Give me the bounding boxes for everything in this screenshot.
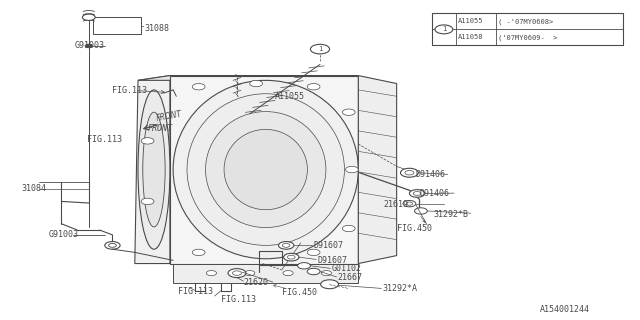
Polygon shape bbox=[135, 76, 170, 264]
Circle shape bbox=[141, 198, 154, 204]
Ellipse shape bbox=[205, 112, 326, 228]
Circle shape bbox=[410, 190, 425, 197]
Circle shape bbox=[307, 249, 320, 256]
Text: 31292*B: 31292*B bbox=[433, 210, 468, 219]
Ellipse shape bbox=[138, 90, 170, 249]
Text: 1: 1 bbox=[318, 46, 322, 52]
Circle shape bbox=[401, 168, 419, 177]
Polygon shape bbox=[173, 264, 358, 283]
Circle shape bbox=[284, 253, 299, 261]
Circle shape bbox=[403, 200, 416, 207]
Circle shape bbox=[109, 244, 116, 247]
Circle shape bbox=[307, 84, 320, 90]
Circle shape bbox=[415, 208, 428, 214]
Circle shape bbox=[307, 268, 320, 275]
Circle shape bbox=[298, 263, 310, 269]
Text: 21619: 21619 bbox=[384, 200, 409, 209]
Ellipse shape bbox=[187, 94, 344, 245]
Text: 31292*A: 31292*A bbox=[383, 284, 417, 293]
Circle shape bbox=[105, 242, 120, 249]
Ellipse shape bbox=[173, 80, 358, 259]
Circle shape bbox=[435, 25, 453, 34]
Circle shape bbox=[283, 270, 293, 276]
Text: ('07MY0609-  >: ('07MY0609- > bbox=[497, 34, 557, 41]
Text: FIG.450: FIG.450 bbox=[397, 224, 431, 233]
Circle shape bbox=[321, 280, 339, 289]
Circle shape bbox=[85, 44, 93, 48]
Text: FIG.113: FIG.113 bbox=[113, 86, 147, 95]
Text: FIG.113: FIG.113 bbox=[178, 287, 213, 296]
Circle shape bbox=[278, 242, 294, 249]
Text: 21667: 21667 bbox=[338, 273, 363, 282]
Circle shape bbox=[287, 255, 295, 259]
Text: D91607: D91607 bbox=[317, 256, 348, 265]
Text: 1: 1 bbox=[442, 26, 446, 32]
Ellipse shape bbox=[143, 112, 165, 227]
Circle shape bbox=[192, 84, 205, 90]
Text: G01102: G01102 bbox=[332, 264, 362, 274]
Circle shape bbox=[406, 202, 413, 205]
Circle shape bbox=[250, 80, 262, 87]
Circle shape bbox=[192, 249, 205, 256]
Text: D91406: D91406 bbox=[416, 171, 446, 180]
Circle shape bbox=[141, 138, 154, 144]
Text: FRONT: FRONT bbox=[156, 110, 182, 123]
Text: FRONT: FRONT bbox=[148, 124, 173, 132]
Polygon shape bbox=[170, 76, 358, 264]
Circle shape bbox=[83, 14, 95, 20]
Text: A11058: A11058 bbox=[458, 34, 483, 40]
Text: FIG.450: FIG.450 bbox=[282, 288, 317, 297]
Circle shape bbox=[232, 271, 241, 275]
Circle shape bbox=[228, 269, 246, 277]
Bar bbox=[93, 17, 141, 34]
Text: G91003: G91003 bbox=[49, 230, 79, 239]
Text: G91003: G91003 bbox=[74, 41, 104, 51]
Circle shape bbox=[342, 225, 355, 232]
Text: A154001244: A154001244 bbox=[540, 305, 590, 314]
Text: 21620: 21620 bbox=[243, 278, 268, 287]
Text: A11055: A11055 bbox=[458, 19, 483, 24]
Polygon shape bbox=[138, 76, 358, 80]
Text: FIG.113: FIG.113 bbox=[221, 295, 256, 304]
Text: ( -'07MY0608>: ( -'07MY0608> bbox=[497, 18, 553, 25]
Polygon shape bbox=[358, 76, 397, 264]
Circle shape bbox=[282, 244, 290, 247]
Text: FIG.113: FIG.113 bbox=[87, 135, 122, 144]
Circle shape bbox=[342, 109, 355, 116]
Circle shape bbox=[310, 44, 330, 54]
Circle shape bbox=[346, 166, 358, 173]
Text: D91607: D91607 bbox=[314, 241, 344, 250]
Text: 31088: 31088 bbox=[145, 24, 170, 33]
Circle shape bbox=[405, 171, 414, 175]
Circle shape bbox=[321, 270, 332, 276]
Bar bbox=[432, 13, 623, 45]
Circle shape bbox=[244, 270, 255, 276]
Text: A11055: A11055 bbox=[275, 92, 305, 101]
Text: D91406: D91406 bbox=[420, 189, 450, 198]
Text: 31084: 31084 bbox=[22, 184, 47, 193]
Ellipse shape bbox=[224, 129, 307, 210]
Circle shape bbox=[206, 270, 216, 276]
Circle shape bbox=[413, 192, 421, 196]
